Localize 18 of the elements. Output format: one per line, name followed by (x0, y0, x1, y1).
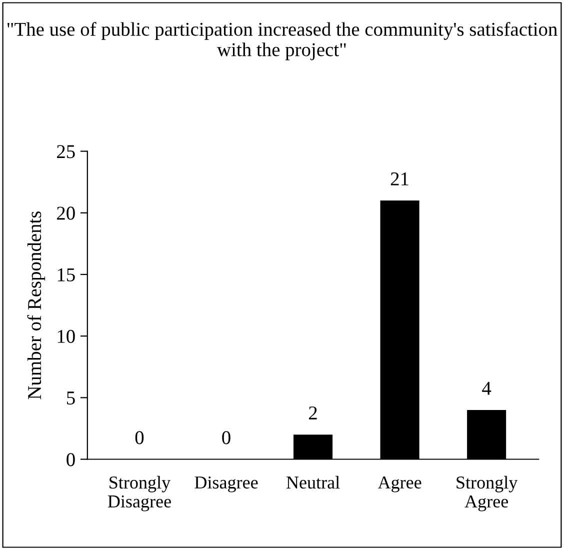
x-tick-label: Disagree (194, 476, 258, 492)
y-tick-label: 5 (67, 392, 75, 405)
data-label: 21 (390, 172, 408, 186)
data-label: 2 (309, 406, 317, 420)
chart-title: "The use of public participation increased the community's satisfaction with the project" (8, 22, 558, 60)
data-label: 4 (482, 382, 492, 395)
y-tick-label: 10 (58, 330, 75, 343)
data-label: 0 (222, 431, 230, 444)
x-tick-label: Neutral (286, 476, 340, 489)
y-tick-label: 25 (57, 145, 75, 158)
data-label: 0 (135, 431, 144, 444)
y-tick-label: 0 (66, 453, 75, 466)
x-tick-label: Strongly Disagree (108, 476, 171, 512)
x-tick-label: Strongly Agree (456, 476, 518, 512)
x-tick-label: Agree (378, 476, 422, 492)
y-tick-label: 20 (57, 206, 75, 220)
y-axis-title: Number of Respondents (27, 211, 46, 400)
y-tick-label: 15 (58, 268, 75, 282)
